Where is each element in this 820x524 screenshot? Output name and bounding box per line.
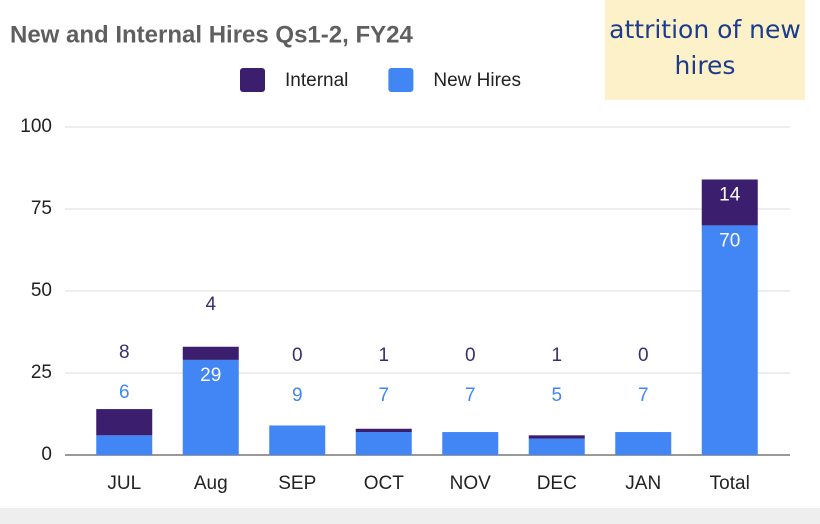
x-tick-label: Total — [710, 473, 750, 494]
bar-segment — [701, 179, 758, 226]
x-tick-label: JAN — [625, 473, 661, 494]
value-label: 0 — [465, 345, 476, 366]
x-tick-label: NOV — [450, 473, 492, 494]
bar-segment — [182, 346, 239, 360]
bar-segment — [96, 435, 153, 455]
bar-segment — [701, 225, 758, 455]
value-label: 8 — [119, 342, 130, 363]
value-label: 7 — [638, 385, 649, 406]
value-label: 70 — [719, 230, 740, 251]
bar-segment — [96, 409, 153, 436]
value-label: 6 — [119, 382, 130, 403]
bar-segment — [182, 359, 239, 455]
x-tick-label: Aug — [194, 473, 228, 494]
legend-label: Internal — [285, 70, 348, 91]
bottom-band — [0, 508, 820, 524]
bar-segment — [528, 435, 585, 439]
x-tick-label: OCT — [364, 473, 405, 494]
legend-swatch — [388, 68, 414, 92]
value-label: 9 — [292, 385, 303, 406]
y-tick-label: 25 — [31, 362, 52, 383]
bar-segment — [528, 438, 585, 455]
value-label: 0 — [638, 345, 649, 366]
value-label: 1 — [551, 345, 562, 366]
x-tick-label: SEP — [278, 473, 316, 494]
legend-label: New Hires — [433, 70, 521, 91]
x-tick-label: JUL — [107, 473, 141, 494]
value-label: 29 — [200, 365, 221, 386]
y-tick-label: 0 — [41, 444, 52, 465]
bar-segment — [269, 425, 326, 455]
y-tick-label: 100 — [20, 116, 52, 137]
legend-swatch — [240, 68, 265, 92]
bar-segment — [355, 432, 412, 455]
value-label: 4 — [205, 294, 216, 315]
bar-segment — [442, 432, 499, 455]
chart-title: New and Internal Hires Qs1-2, FY24 — [10, 21, 413, 48]
y-tick-label: 50 — [31, 280, 52, 301]
bar-segment — [615, 432, 672, 455]
annotation: attrition of new hires — [605, 0, 805, 100]
value-label: 5 — [551, 385, 562, 406]
x-tick-label: DEC — [537, 473, 577, 494]
value-label: 7 — [378, 385, 389, 406]
y-tick-label: 75 — [31, 198, 52, 219]
value-label: 7 — [465, 385, 476, 406]
value-label: 14 — [719, 184, 741, 205]
bar-segment — [355, 428, 412, 433]
value-label: 0 — [292, 345, 303, 366]
value-label: 1 — [378, 345, 389, 366]
